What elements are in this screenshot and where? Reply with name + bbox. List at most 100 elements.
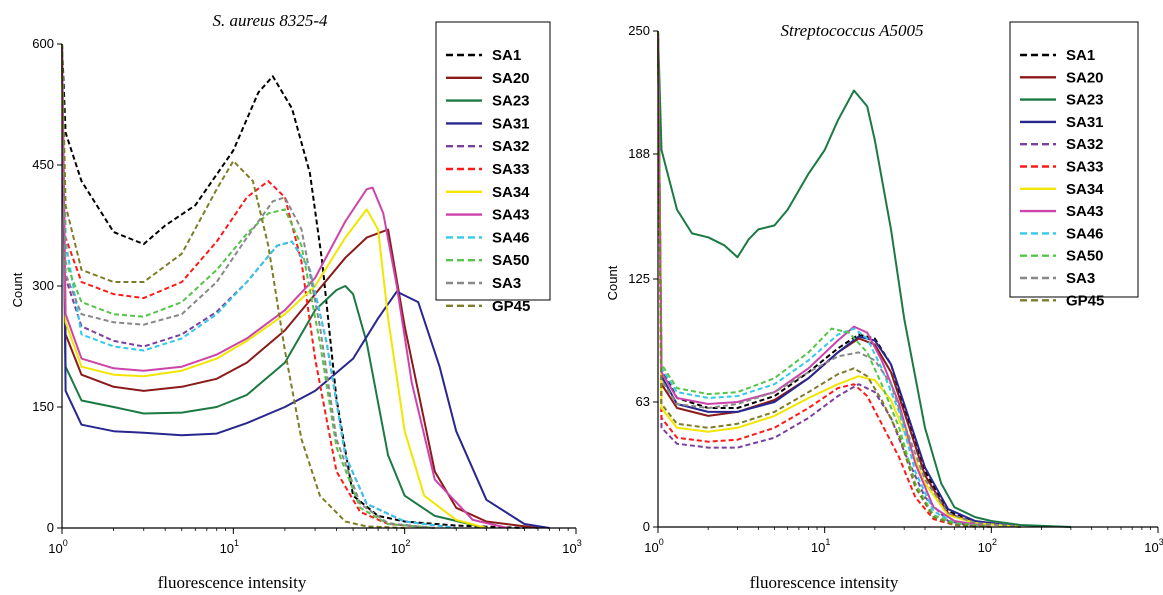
legend-item-sa33: SA33 <box>1020 159 1104 176</box>
series-line-sa50 <box>61 43 435 529</box>
legend-item-sa43: SA43 <box>1020 203 1104 220</box>
series-line-sa33 <box>657 30 992 528</box>
series-line-sa32 <box>657 30 976 528</box>
legend-item-gp45: GP45 <box>1020 292 1104 309</box>
x-tick-label: 102 <box>978 537 997 555</box>
legend-label: SA20 <box>1066 69 1104 86</box>
legend-item-sa34: SA34 <box>446 184 530 201</box>
legend-label: SA33 <box>1066 159 1104 176</box>
y-tick-label: 188 <box>628 146 650 161</box>
legend-item-sa1: SA1 <box>446 47 521 64</box>
series-line-sa43 <box>657 30 992 528</box>
series-line-sa3 <box>61 43 435 529</box>
legend-label: SA43 <box>1066 203 1104 220</box>
series-line-gp45 <box>61 43 405 529</box>
legend-box <box>435 21 551 301</box>
legend-label: SA3 <box>492 275 521 292</box>
y-tick-label: 450 <box>32 157 54 172</box>
y-tick-label: 150 <box>32 399 54 414</box>
legend-item-sa33: SA33 <box>446 161 530 178</box>
series-line-sa1 <box>61 43 525 529</box>
legend-label: SA1 <box>492 47 521 64</box>
x-tick-label: 100 <box>48 538 67 556</box>
x-axis-label: fluorescence intensity <box>750 573 899 592</box>
legend-item-sa50: SA50 <box>1020 248 1104 265</box>
legend-item-sa31: SA31 <box>446 115 530 132</box>
series-line-sa34 <box>61 43 487 529</box>
legend-item-sa50: SA50 <box>446 252 530 269</box>
legend-item-sa46: SA46 <box>1020 225 1104 242</box>
chart-title: Streptococcus A5005 <box>780 21 923 40</box>
x-axis-label: fluorescence intensity <box>158 573 307 592</box>
x-tick-label: 103 <box>562 538 581 556</box>
legend-item-sa34: SA34 <box>1020 181 1104 198</box>
legend-label: SA50 <box>1066 248 1104 265</box>
legend-item-sa43: SA43 <box>446 207 530 224</box>
legend-item-sa1: SA1 <box>1020 47 1095 64</box>
x-tick-label: 103 <box>1144 537 1163 555</box>
x-tick-label: 102 <box>391 538 410 556</box>
y-tick-label: 250 <box>628 23 650 38</box>
legend-label: SA43 <box>492 207 530 224</box>
series-layer <box>61 43 550 529</box>
chart-panel-strep: Streptococcus A5005 Count fluorescence i… <box>605 21 1163 592</box>
series-line-sa1 <box>657 30 1021 528</box>
legend-item-sa20: SA20 <box>446 70 530 87</box>
legend-item-sa31: SA31 <box>1020 114 1104 131</box>
chart-panel-staph: S. aureus 8325-4 Count fluorescence inte… <box>10 11 582 592</box>
y-axis-label: Count <box>605 265 620 300</box>
x-tick-label: 100 <box>644 537 663 555</box>
legend-label: SA50 <box>492 252 530 269</box>
series-line-sa46 <box>657 30 992 528</box>
series-line-sa31 <box>657 30 1021 528</box>
series-line-sa31 <box>61 43 550 529</box>
legend-label: SA32 <box>492 138 530 155</box>
legend-item-sa20: SA20 <box>1020 69 1104 86</box>
y-tick-label: 0 <box>47 520 54 535</box>
series-line-sa34 <box>657 30 1021 528</box>
series-line-sa23 <box>657 30 1071 528</box>
y-tick-label: 125 <box>628 271 650 286</box>
y-tick-label: 600 <box>32 36 54 51</box>
legend-label: GP45 <box>1066 292 1104 309</box>
legend-label: SA46 <box>1066 225 1104 242</box>
y-tick-label: 0 <box>643 519 650 534</box>
legend-label: SA3 <box>1066 270 1095 287</box>
legend-label: SA46 <box>492 229 530 246</box>
legend-label: SA32 <box>1066 136 1104 153</box>
series-line-sa3 <box>657 30 1021 528</box>
series-line-sa20 <box>657 30 1021 528</box>
legend-item-sa46: SA46 <box>446 229 530 246</box>
series-line-gp45 <box>657 30 992 528</box>
legend-item-sa32: SA32 <box>1020 136 1104 153</box>
legend-item-gp45: GP45 <box>446 298 530 315</box>
legend-box <box>1009 21 1139 298</box>
series-line-sa43 <box>61 43 509 529</box>
y-tick-label: 300 <box>32 278 54 293</box>
legend-label: SA31 <box>1066 114 1104 131</box>
legend-item-sa23: SA23 <box>1020 92 1104 109</box>
y-tick-label: 63 <box>636 394 650 409</box>
series-line-sa46 <box>61 43 457 529</box>
x-tick-label: 101 <box>220 538 239 556</box>
y-axis-label: Count <box>10 272 25 307</box>
series-line-sa20 <box>61 43 539 529</box>
legend-item-sa32: SA32 <box>446 138 530 155</box>
legend-label: SA23 <box>1066 92 1104 109</box>
series-line-sa33 <box>61 43 435 529</box>
legend-label: SA31 <box>492 115 530 132</box>
legend-label: SA34 <box>1066 181 1104 198</box>
x-tick-label: 101 <box>811 537 830 555</box>
legend: SA1 SA20 SA23 SA31 SA32 SA33 SA34 SA43 SA46 SA50 S… <box>435 21 551 315</box>
legend-item-sa23: SA23 <box>446 93 530 110</box>
legend-label: SA23 <box>492 93 530 110</box>
axes: 0 63 125 188 250 100 101 102 103 <box>628 23 1163 555</box>
legend-label: SA1 <box>1066 47 1095 64</box>
chart-title: S. aureus 8325-4 <box>212 11 328 30</box>
legend-label: SA20 <box>492 70 530 87</box>
legend-label: SA34 <box>492 184 530 201</box>
legend: SA1 SA20 SA23 SA31 SA32 SA33 SA34 SA43 SA46 SA50 S… <box>1009 21 1139 309</box>
axes: 0 150 300 450 600 100 101 102 103 <box>32 36 581 556</box>
legend-label: GP45 <box>492 298 530 315</box>
